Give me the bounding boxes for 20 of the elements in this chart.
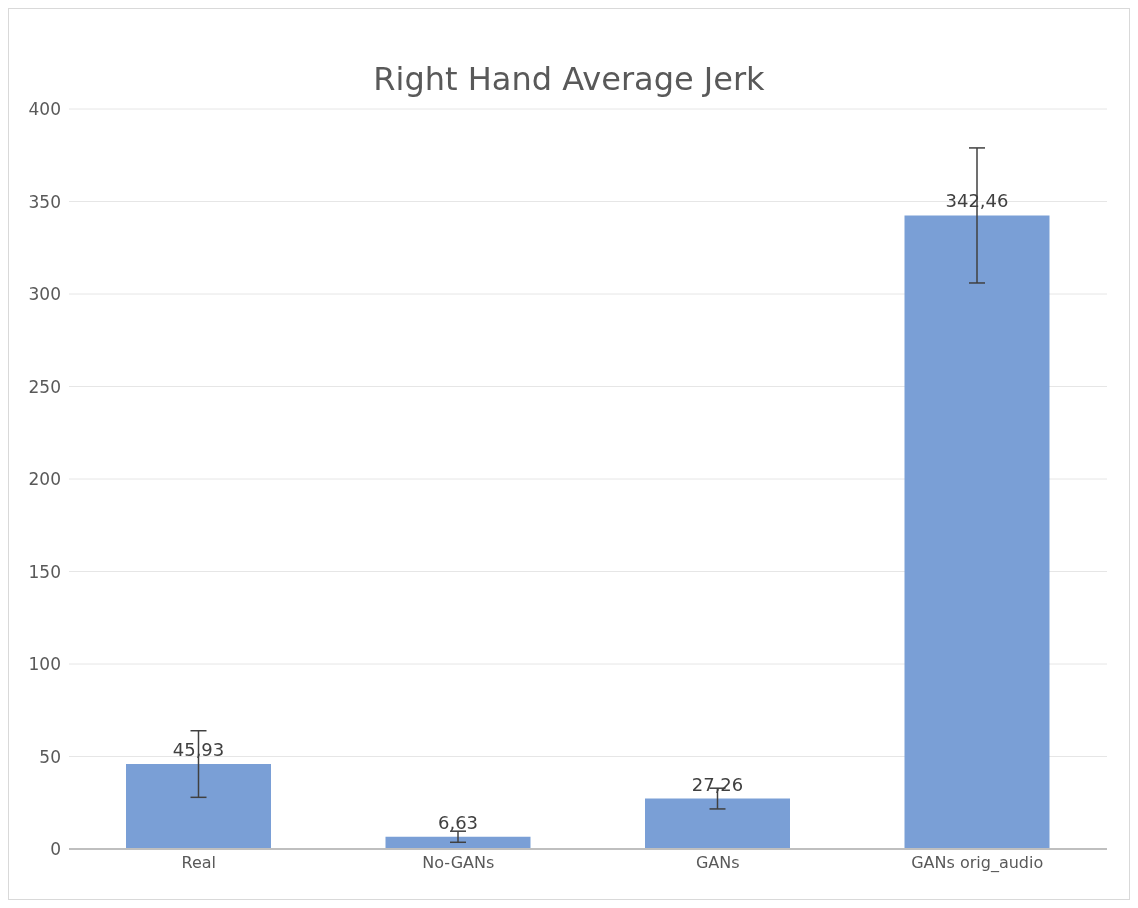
- y-tick-label: 300: [28, 284, 61, 305]
- y-tick-label: 350: [28, 191, 61, 212]
- y-tick-label: 0: [50, 839, 61, 860]
- x-tick-label: No-GANs: [422, 853, 495, 873]
- y-tick-label: 50: [39, 746, 61, 767]
- bar: [385, 836, 531, 849]
- x-tick-label: GANs orig_audio: [911, 853, 1044, 874]
- chart-title: Right Hand Average Jerk: [372, 59, 766, 99]
- bar: [645, 798, 790, 849]
- data-label: 6,63: [437, 811, 479, 833]
- bar: [126, 764, 271, 849]
- bar: [904, 215, 1050, 849]
- x-tick-label: Real: [181, 853, 216, 873]
- y-tick-label: 400: [28, 99, 61, 120]
- y-tick-label: 150: [28, 561, 61, 582]
- data-label: 27,26: [691, 773, 744, 795]
- x-tick-label: GANs: [695, 853, 740, 873]
- y-tick-label: 200: [28, 469, 61, 490]
- y-tick-label: 250: [28, 376, 61, 397]
- y-tick-label: 100: [28, 654, 61, 675]
